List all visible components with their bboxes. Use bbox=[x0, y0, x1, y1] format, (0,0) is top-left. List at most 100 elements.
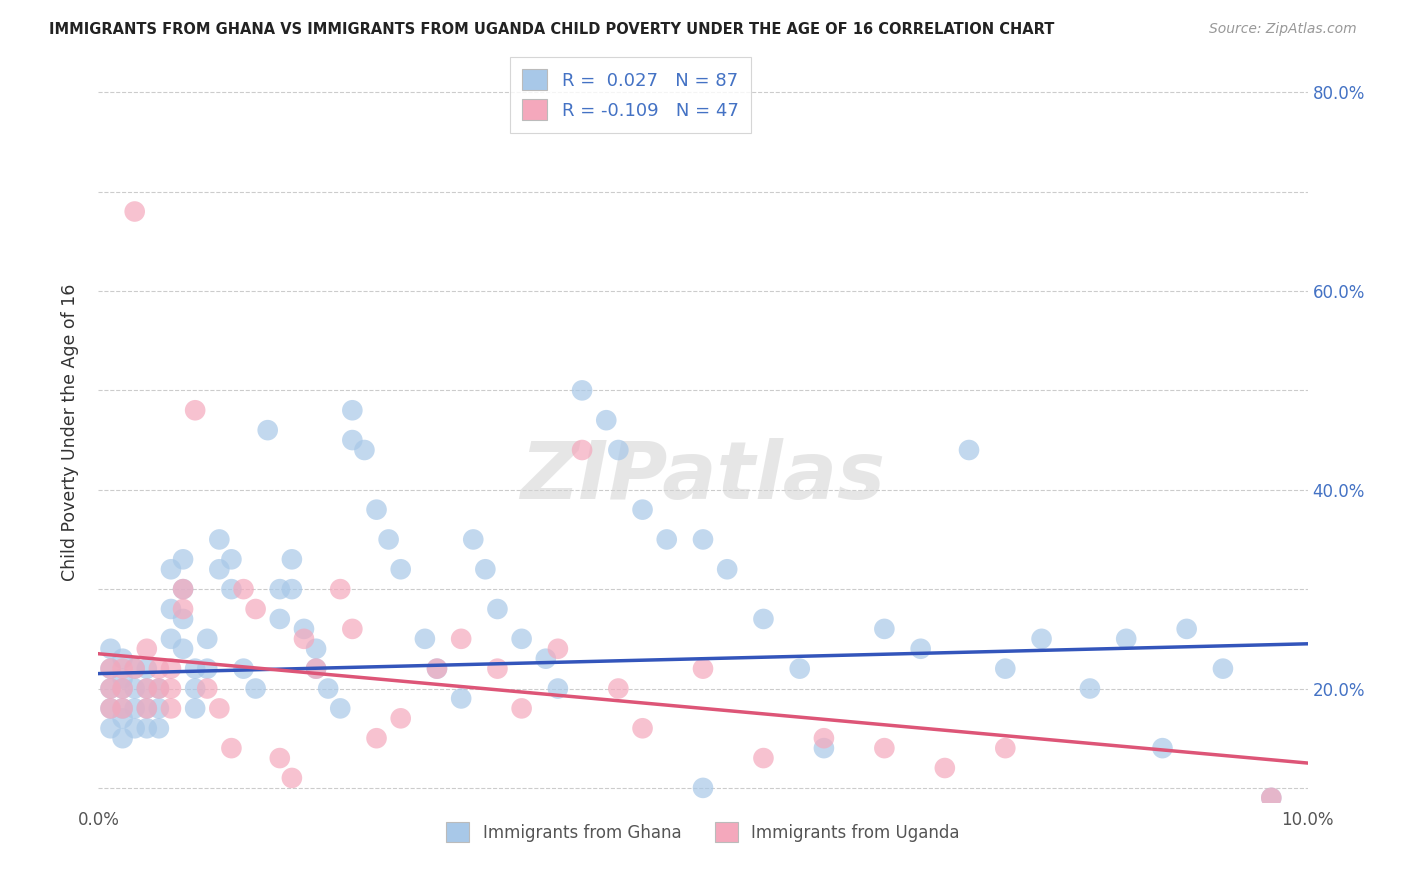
Text: Source: ZipAtlas.com: Source: ZipAtlas.com bbox=[1209, 22, 1357, 37]
Point bbox=[148, 701, 170, 715]
Point bbox=[342, 403, 364, 417]
Point bbox=[184, 662, 207, 676]
Point bbox=[463, 533, 485, 547]
Point bbox=[256, 423, 278, 437]
Point bbox=[195, 632, 218, 646]
Point bbox=[245, 681, 267, 696]
Point bbox=[148, 721, 170, 735]
Point bbox=[1152, 741, 1174, 756]
Point bbox=[160, 701, 183, 715]
Point bbox=[281, 582, 304, 596]
Point bbox=[111, 672, 134, 686]
Point bbox=[1175, 622, 1198, 636]
Point bbox=[111, 711, 134, 725]
Text: ZIPatlas: ZIPatlas bbox=[520, 438, 886, 516]
Point bbox=[208, 701, 231, 715]
Point bbox=[655, 533, 678, 547]
Point bbox=[172, 641, 194, 656]
Point bbox=[269, 582, 291, 596]
Point bbox=[607, 681, 630, 696]
Point bbox=[100, 662, 122, 676]
Point bbox=[100, 701, 122, 715]
Point bbox=[135, 681, 157, 696]
Point bbox=[221, 741, 243, 756]
Point bbox=[426, 662, 449, 676]
Point bbox=[160, 632, 183, 646]
Point bbox=[100, 701, 122, 715]
Point bbox=[111, 681, 134, 696]
Point bbox=[510, 632, 533, 646]
Point bbox=[329, 701, 352, 715]
Point bbox=[135, 701, 157, 715]
Point bbox=[100, 681, 122, 696]
Point bbox=[873, 622, 896, 636]
Legend: Immigrants from Ghana, Immigrants from Uganda: Immigrants from Ghana, Immigrants from U… bbox=[437, 814, 969, 850]
Point bbox=[994, 741, 1017, 756]
Point bbox=[1212, 662, 1234, 676]
Y-axis label: Child Poverty Under the Age of 16: Child Poverty Under the Age of 16 bbox=[60, 284, 79, 582]
Point bbox=[813, 731, 835, 746]
Point bbox=[292, 622, 315, 636]
Point bbox=[232, 582, 254, 596]
Point bbox=[135, 701, 157, 715]
Point bbox=[195, 662, 218, 676]
Point bbox=[486, 602, 509, 616]
Point bbox=[124, 681, 146, 696]
Point bbox=[124, 662, 146, 676]
Point bbox=[172, 602, 194, 616]
Point bbox=[172, 582, 194, 596]
Point bbox=[232, 662, 254, 676]
Point bbox=[100, 681, 122, 696]
Point bbox=[486, 662, 509, 676]
Point bbox=[269, 751, 291, 765]
Point bbox=[111, 681, 134, 696]
Point bbox=[172, 552, 194, 566]
Point bbox=[329, 582, 352, 596]
Point bbox=[353, 442, 375, 457]
Point bbox=[148, 681, 170, 696]
Point bbox=[160, 562, 183, 576]
Point bbox=[111, 662, 134, 676]
Point bbox=[124, 662, 146, 676]
Point bbox=[934, 761, 956, 775]
Text: IMMIGRANTS FROM GHANA VS IMMIGRANTS FROM UGANDA CHILD POVERTY UNDER THE AGE OF 1: IMMIGRANTS FROM GHANA VS IMMIGRANTS FROM… bbox=[49, 22, 1054, 37]
Point bbox=[547, 641, 569, 656]
Point bbox=[366, 502, 388, 516]
Point bbox=[316, 681, 339, 696]
Point bbox=[221, 582, 243, 596]
Point bbox=[135, 681, 157, 696]
Point bbox=[631, 502, 654, 516]
Point bbox=[100, 662, 122, 676]
Point bbox=[366, 731, 388, 746]
Point bbox=[342, 622, 364, 636]
Point bbox=[160, 662, 183, 676]
Point bbox=[377, 533, 399, 547]
Point bbox=[692, 780, 714, 795]
Point bbox=[281, 552, 304, 566]
Point bbox=[389, 711, 412, 725]
Point bbox=[873, 741, 896, 756]
Point bbox=[813, 741, 835, 756]
Point bbox=[184, 701, 207, 715]
Point bbox=[595, 413, 617, 427]
Point bbox=[124, 204, 146, 219]
Point bbox=[124, 701, 146, 715]
Point bbox=[994, 662, 1017, 676]
Point bbox=[910, 641, 932, 656]
Point bbox=[450, 632, 472, 646]
Point bbox=[111, 651, 134, 665]
Point bbox=[208, 533, 231, 547]
Point bbox=[269, 612, 291, 626]
Point bbox=[631, 721, 654, 735]
Point bbox=[1115, 632, 1137, 646]
Point bbox=[135, 721, 157, 735]
Point bbox=[389, 562, 412, 576]
Point bbox=[510, 701, 533, 715]
Point bbox=[571, 442, 593, 457]
Point bbox=[221, 552, 243, 566]
Point bbox=[413, 632, 436, 646]
Point bbox=[100, 641, 122, 656]
Point bbox=[789, 662, 811, 676]
Point bbox=[160, 602, 183, 616]
Point bbox=[474, 562, 496, 576]
